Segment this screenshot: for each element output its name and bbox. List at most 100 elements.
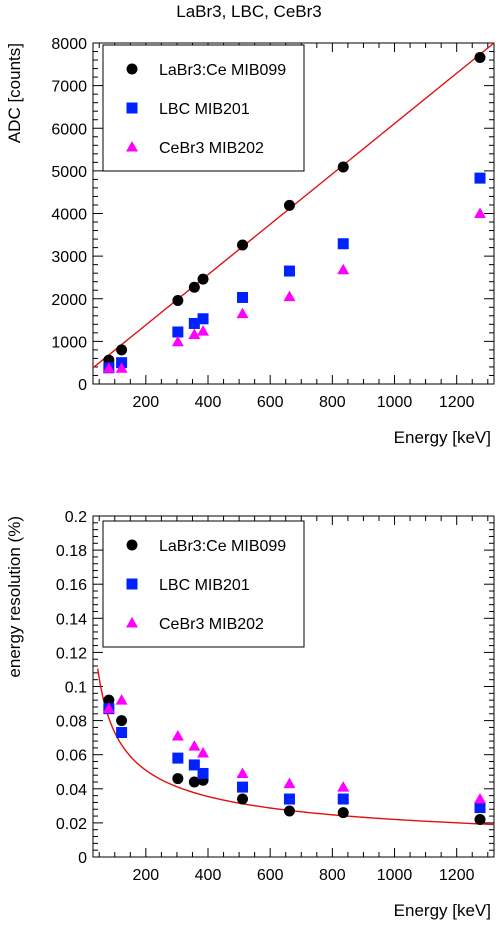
triangle-marker	[283, 290, 296, 302]
triangle-marker	[236, 307, 249, 319]
x-tick-label: 200	[132, 394, 159, 411]
data-points	[102, 694, 487, 825]
y-tick-label: 0.12	[56, 645, 87, 662]
circle-marker	[337, 161, 349, 173]
y-tick-label: 5000	[51, 164, 87, 181]
legend-triangle-icon	[126, 617, 138, 628]
triangle-marker	[283, 777, 296, 789]
circle-marker	[172, 294, 184, 306]
square-marker	[237, 781, 249, 793]
triangle-marker	[197, 746, 210, 758]
triangle-marker	[115, 362, 128, 373]
y-tick-label: 4000	[51, 207, 87, 224]
x-tick-label: 200	[132, 867, 159, 884]
x-tick-label: 1200	[439, 867, 475, 884]
square-marker	[337, 238, 349, 250]
triangle-marker	[197, 325, 210, 336]
circle-marker	[337, 807, 349, 819]
legend-square-icon	[126, 578, 138, 590]
circle-marker	[237, 239, 249, 251]
y-tick-label: 0.04	[56, 782, 87, 799]
square-marker	[172, 752, 184, 764]
circle-marker	[116, 715, 128, 727]
circle-marker	[188, 776, 200, 788]
y-tick-label: 0	[78, 850, 87, 867]
y-tick-label: 6000	[51, 121, 87, 138]
legend-label: LaBr3:Ce MIB099	[159, 62, 286, 79]
square-marker	[172, 326, 184, 338]
square-marker	[283, 793, 295, 805]
triangle-marker	[188, 328, 201, 340]
y-tick-label: 0.18	[56, 543, 87, 560]
triangle-marker	[171, 335, 184, 347]
x-tick-label: 800	[319, 394, 346, 411]
x-tick-label: 1200	[439, 394, 475, 411]
y-tick-label: 7000	[51, 79, 87, 96]
legend-label: CeBr3 MIB202	[159, 616, 264, 633]
x-tick-label: 600	[257, 867, 284, 884]
y-axis-title: ADC [counts]	[5, 43, 24, 143]
x-tick-label: 800	[319, 867, 346, 884]
y-tick-label: 0.16	[56, 577, 87, 594]
legend: LaBr3:Ce MIB099 LBC MIB201 CeBr3 MIB202	[102, 520, 305, 648]
legend-triangle-icon	[126, 141, 138, 152]
y-tick-label: 0.1	[65, 680, 87, 697]
triangle-marker	[102, 702, 115, 714]
circle-marker	[474, 813, 486, 825]
circle-marker	[237, 793, 249, 805]
triangle-marker	[474, 793, 487, 804]
adc-panel: 200 400 600 800 1000 1200 0 1000 2000 3000 4000 500…	[5, 36, 495, 447]
square-marker	[237, 291, 249, 303]
x-tick-label: 400	[195, 867, 222, 884]
triangle-marker	[236, 767, 249, 778]
triangle-marker	[188, 740, 201, 751]
legend-square-icon	[126, 102, 138, 114]
x-axis-title: Energy [keV]	[394, 428, 491, 447]
circle-marker	[474, 51, 486, 63]
y-tick-label: 0.06	[56, 748, 87, 765]
circle-marker	[197, 273, 209, 285]
y-tick-label: 0.08	[56, 714, 87, 731]
circle-marker	[283, 805, 295, 817]
triangle-marker	[171, 729, 184, 741]
tick-group: 200 400 600 800 1000 1200 0 1000 2000 3000 4000 500…	[51, 36, 494, 411]
x-tick-label: 1000	[377, 394, 413, 411]
triangle-marker	[102, 362, 115, 373]
square-marker	[188, 317, 200, 329]
circle-marker	[283, 199, 295, 211]
x-tick-label: 400	[195, 394, 222, 411]
legend-label: CeBr3 MIB202	[159, 140, 264, 157]
square-marker	[197, 313, 209, 325]
legend-label: LBC MIB201	[159, 101, 250, 118]
y-axis-title: energy resolution (%)	[5, 516, 24, 678]
y-tick-label: 0	[78, 377, 87, 394]
legend-circle-icon	[126, 539, 138, 551]
x-tick-label: 600	[257, 394, 284, 411]
square-marker	[188, 759, 200, 771]
square-marker	[116, 727, 128, 739]
legend-circle-icon	[126, 63, 138, 75]
x-tick-label: 1000	[377, 867, 413, 884]
legend: LaBr3:Ce MIB099 LBC MIB201 CeBr3 MIB202	[102, 44, 305, 172]
y-tick-label: 0.14	[56, 611, 87, 628]
x-axis-title: Energy [keV]	[394, 901, 491, 920]
triangle-marker	[337, 781, 350, 792]
square-marker	[283, 265, 295, 277]
y-tick-label: 3000	[51, 249, 87, 266]
y-tick-label: 2000	[51, 292, 87, 309]
y-tick-label: 0.02	[56, 816, 87, 833]
square-marker	[337, 793, 349, 805]
circle-marker	[103, 694, 115, 706]
tick-group: 200 400 600 800 1000 1200 0 0.02 0.04 0.06 0.08 0.1…	[56, 509, 494, 884]
y-tick-label: 8000	[51, 36, 87, 53]
square-marker	[474, 172, 486, 184]
resolution-panel: 200 400 600 800 1000 1200 0 0.02 0.04 0.06 0.08 0.1…	[5, 509, 495, 920]
y-tick-label: 0.2	[65, 509, 87, 526]
circle-marker	[116, 344, 128, 356]
triangle-marker	[337, 263, 350, 275]
legend-label: LaBr3:Ce MIB099	[159, 538, 286, 555]
square-marker	[197, 767, 209, 779]
circle-marker	[188, 281, 200, 293]
chart-title: LaBr3, LBC, CeBr3	[176, 2, 322, 21]
